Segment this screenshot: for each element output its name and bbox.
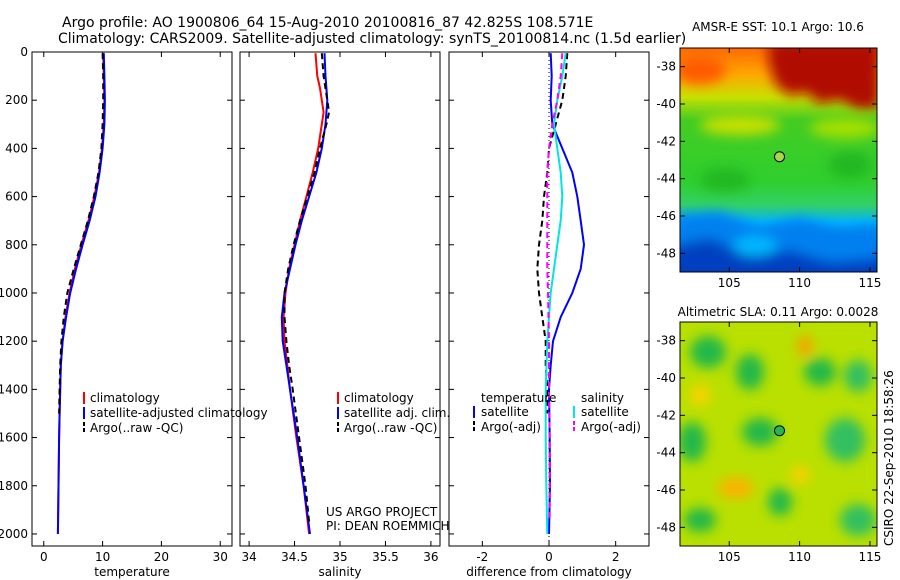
sla-map-title: Altimetric SLA: 0.11 Argo: 0.0028 [678, 305, 879, 319]
map-y-tick-label: -44 [656, 172, 676, 186]
legend-title-salinity: salinity [581, 391, 624, 405]
map-y-tick-label: -42 [656, 134, 676, 148]
x-tick-label: 10 [95, 550, 110, 564]
map-x-tick-label: 110 [788, 276, 811, 290]
map-x-tick-label: 115 [859, 550, 882, 564]
series-line [544, 53, 567, 535]
y-tick-label: 2000 [0, 527, 28, 541]
x-axis-label: temperature [94, 565, 169, 579]
legend-label-argo: Argo(..raw -QC) [90, 421, 183, 435]
map-y-tick-label: -42 [656, 408, 676, 422]
temperature-panel: 0 10 20 30 0 200 400 600 800 1000 1200 1400 1600 1800… [0, 45, 233, 579]
map-y-tick-label: -46 [656, 209, 676, 223]
legend-label-sal-satellite: satellite [581, 405, 629, 419]
map-x-tick-label: 115 [859, 276, 882, 290]
legend-label-satellite-adj: satellite adj. clim. [344, 406, 450, 420]
x-tick-label: 34 [241, 550, 256, 564]
x-tick-label: 2 [612, 550, 620, 564]
y-tick-label: 600 [5, 190, 28, 204]
legend-label-temp-satellite: satellite [481, 405, 529, 419]
map-y-tick-label: -46 [656, 483, 676, 497]
legend-label-argo: Argo(..raw -QC) [344, 421, 437, 435]
y-tick-label: 1800 [0, 479, 28, 493]
series-line [58, 53, 105, 414]
sla-map-axes: 105 110 115 -38 -40 -42 -44 -46 -48 [656, 322, 881, 564]
x-axis-label: salinity [318, 565, 361, 579]
project-label: US ARGO PROJECT [326, 505, 438, 519]
legend-label-climatology: climatology [344, 391, 414, 405]
plot-frame [239, 51, 441, 547]
x-tick-label: 35.5 [372, 550, 399, 564]
legend-label-climatology: climatology [90, 391, 160, 405]
x-tick-label: 36 [423, 550, 438, 564]
argo-position-marker [774, 425, 785, 437]
y-tick-label: 1000 [0, 286, 28, 300]
x-tick-label: 34.5 [281, 550, 308, 564]
map-x-tick-label: 105 [718, 276, 741, 290]
x-tick-label: 0 [40, 550, 48, 564]
pi-label: PI: DEAN ROEMMICH [326, 519, 449, 533]
sla-map: Altimetric SLA: 0.11 Argo: 0.0028 [656, 305, 881, 564]
x-axis-label: difference from climatology [466, 565, 632, 579]
x-tick-label: 0 [545, 550, 553, 564]
legend-title-temperature: temperature [481, 391, 556, 405]
timestamp-label: CSIRO 22-Sep-2010 18:58:26 [882, 370, 896, 546]
series-line [546, 53, 564, 522]
legend-label-sal-argo: Argo(-adj) [581, 420, 641, 434]
series-line [56, 53, 106, 535]
series-line [283, 53, 331, 522]
y-tick-label: 800 [5, 238, 28, 252]
y-tick-label: 1200 [0, 334, 28, 348]
series-line [280, 53, 329, 535]
map-y-tick-label: -38 [656, 334, 676, 348]
x-tick-label: 30 [213, 550, 228, 564]
series-line [282, 53, 325, 535]
sst-map: AMSR-E SST: 10.1 Argo: 10.6 105 110 115 -38… [656, 20, 881, 290]
legend-label-temp-argo: Argo(-adj) [481, 420, 541, 434]
map-y-tick-label: -44 [656, 446, 676, 460]
map-y-tick-label: -40 [656, 371, 676, 385]
map-y-tick-label: -48 [656, 246, 676, 260]
map-y-tick-label: -48 [656, 520, 676, 534]
x-tick-label: -2 [476, 550, 488, 564]
y-tick-label: 0 [20, 45, 28, 59]
x-tick-label: 20 [154, 550, 169, 564]
y-tick-label: 200 [5, 93, 28, 107]
sst-map-title: AMSR-E SST: 10.1 Argo: 10.6 [692, 20, 864, 34]
temperature-legend: climatology satellite-adjusted climatolo… [83, 391, 268, 435]
salinity-panel: 34 34.5 35 35.5 36 salinity [239, 51, 441, 579]
series-line [56, 53, 106, 535]
y-tick-label: 400 [5, 141, 28, 155]
difference-legend: temperature satellite Argo(-adj) salinit… [473, 391, 641, 434]
series-line [536, 53, 569, 414]
x-tick-label: 35 [332, 550, 347, 564]
map-y-tick-label: -40 [656, 97, 676, 111]
y-tick-label: 1400 [0, 382, 28, 396]
salinity-legend: climatology satellite adj. clim. Argo(..… [337, 391, 450, 435]
figure-title-line1: Argo profile: AO 1900806_64 15-Aug-2010 … [62, 15, 593, 31]
figure-title-line2: Climatology: CARS2009. Satellite-adjuste… [58, 31, 686, 47]
map-y-tick-label: -38 [656, 60, 676, 74]
y-tick-label: 1600 [0, 431, 28, 445]
legend-label-satellite-adjusted: satellite-adjusted climatology [90, 406, 268, 420]
sst-map-axes: 105 110 115 -38 -40 -42 -44 -46 -48 [656, 48, 881, 290]
map-x-tick-label: 110 [788, 550, 811, 564]
map-x-tick-label: 105 [718, 550, 741, 564]
argo-position-marker [774, 151, 785, 163]
plot-frame [31, 51, 233, 547]
